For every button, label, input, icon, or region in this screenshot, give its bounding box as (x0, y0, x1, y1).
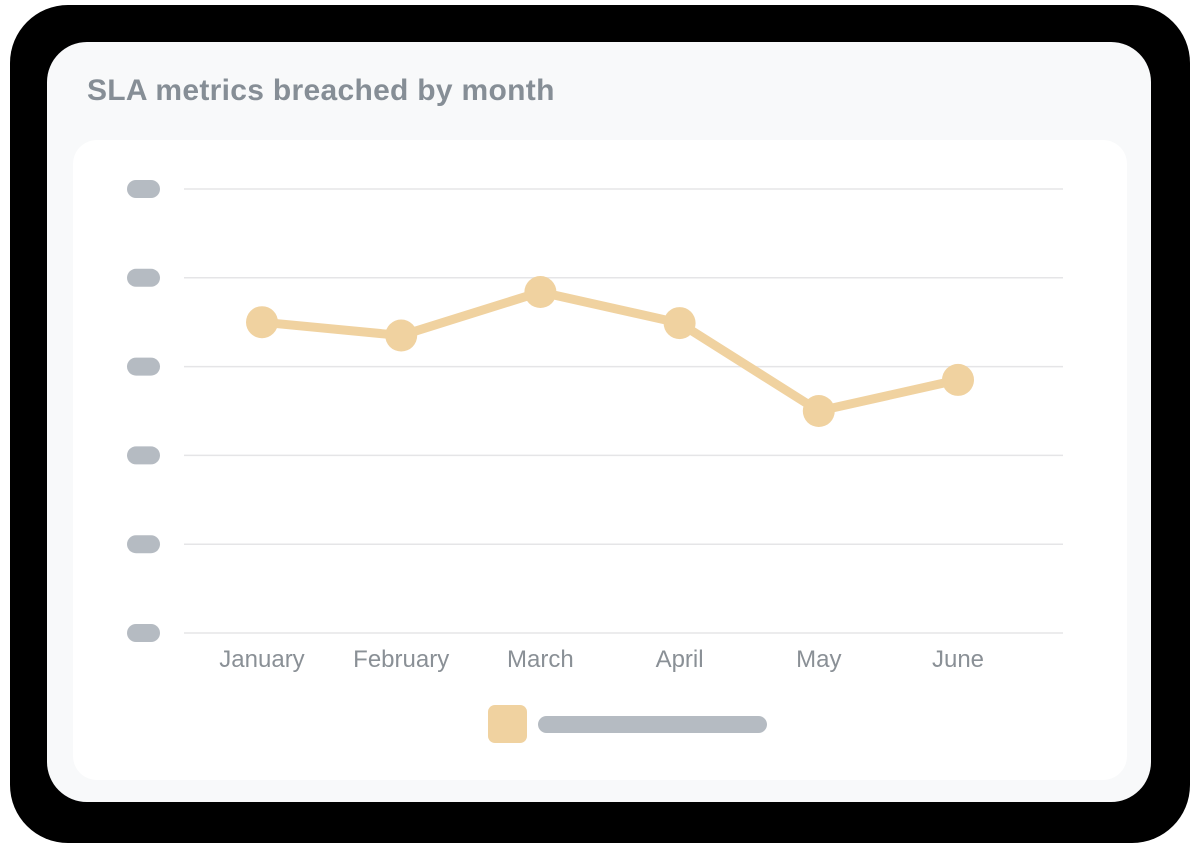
chart-card: SLA metrics breached by month January Feb… (47, 42, 1151, 802)
line-chart: January February March April May June (127, 180, 1063, 743)
y-tick-placeholder (127, 180, 160, 198)
y-tick-placeholder (127, 446, 160, 465)
data-point-february[interactable] (385, 319, 418, 352)
data-point-may[interactable] (802, 395, 835, 427)
x-axis-label-june: June (932, 646, 984, 673)
chart-title: SLA metrics breached by month (87, 74, 555, 107)
data-point-march[interactable] (524, 276, 557, 309)
x-axis-label-march: March (507, 646, 574, 673)
x-axis-label-february: February (353, 646, 449, 673)
x-axis-label-may: May (796, 646, 841, 673)
y-tick-placeholder (127, 357, 160, 376)
x-axis-label-january: January (219, 646, 304, 673)
y-tick-placeholder (127, 624, 160, 642)
chart-panel: January February March April May June (73, 140, 1127, 780)
series-line (257, 287, 963, 416)
x-axis-label-april: April (656, 646, 704, 673)
data-point-january[interactable] (246, 306, 278, 339)
y-tick-placeholder (127, 535, 160, 554)
data-point-april[interactable] (663, 307, 696, 340)
y-tick-placeholder (127, 268, 160, 287)
legend-swatch[interactable] (488, 705, 527, 743)
data-point-june[interactable] (942, 363, 974, 396)
legend-label-placeholder[interactable] (538, 716, 767, 733)
